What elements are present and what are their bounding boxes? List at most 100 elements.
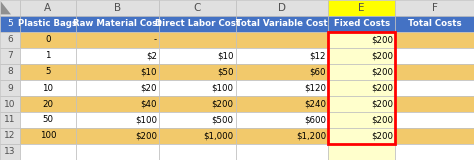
Text: Direct Labor Cost: Direct Labor Cost	[155, 20, 240, 28]
Text: $200: $200	[372, 68, 393, 76]
Text: C: C	[193, 3, 201, 13]
Bar	[395, 80, 474, 96]
Bar	[20, 48, 76, 64]
Text: 11: 11	[4, 116, 16, 124]
Text: 12: 12	[4, 132, 16, 140]
Bar	[236, 128, 328, 144]
Bar	[236, 80, 328, 96]
Text: B: B	[114, 3, 121, 13]
Text: Total Costs: Total Costs	[408, 20, 462, 28]
Bar	[0, 96, 20, 112]
Bar	[20, 80, 76, 96]
Bar	[328, 96, 395, 112]
Bar	[236, 0, 328, 16]
Text: 20: 20	[42, 100, 54, 108]
Bar	[76, 112, 159, 128]
Text: 100: 100	[40, 132, 56, 140]
Bar	[236, 144, 328, 160]
Text: 10: 10	[4, 100, 16, 108]
Bar	[395, 96, 474, 112]
Text: $200: $200	[372, 52, 393, 60]
Bar	[159, 144, 236, 160]
Text: F: F	[432, 3, 438, 13]
Text: $20: $20	[140, 84, 157, 92]
Bar	[20, 64, 76, 80]
Bar	[0, 144, 20, 160]
Text: $500: $500	[212, 116, 234, 124]
Bar	[395, 112, 474, 128]
Bar	[0, 112, 20, 128]
Text: $60: $60	[310, 68, 326, 76]
Bar	[328, 32, 395, 48]
Bar	[76, 96, 159, 112]
Bar	[159, 32, 236, 48]
Text: Fixed Costs: Fixed Costs	[334, 20, 390, 28]
Bar	[236, 16, 328, 32]
Bar	[76, 16, 159, 32]
Bar	[159, 112, 236, 128]
Text: 5: 5	[45, 68, 51, 76]
Bar	[159, 48, 236, 64]
Text: 0: 0	[45, 36, 51, 44]
Bar	[159, 96, 236, 112]
Bar	[395, 48, 474, 64]
Text: $1,000: $1,000	[203, 132, 234, 140]
Bar	[20, 96, 76, 112]
Text: 6: 6	[7, 36, 13, 44]
Text: $10: $10	[217, 52, 234, 60]
Bar	[236, 64, 328, 80]
Bar	[395, 16, 474, 32]
Bar	[76, 144, 159, 160]
Bar	[236, 96, 328, 112]
Text: $50: $50	[217, 68, 234, 76]
Bar	[395, 144, 474, 160]
Bar	[328, 144, 395, 160]
Bar	[20, 144, 76, 160]
Text: $200: $200	[372, 100, 393, 108]
Bar	[20, 16, 76, 32]
Text: A: A	[44, 3, 52, 13]
Text: Plastic Bags: Plastic Bags	[18, 20, 77, 28]
Text: E: E	[358, 3, 365, 13]
Bar	[159, 128, 236, 144]
Text: $200: $200	[212, 100, 234, 108]
Text: $600: $600	[304, 116, 326, 124]
Text: 10: 10	[42, 84, 54, 92]
Bar	[159, 80, 236, 96]
Bar	[159, 0, 236, 16]
Bar	[0, 0, 20, 16]
Text: $200: $200	[372, 116, 393, 124]
Text: $200: $200	[372, 132, 393, 140]
Bar	[20, 112, 76, 128]
Bar	[159, 16, 236, 32]
Text: $100: $100	[135, 116, 157, 124]
Bar	[236, 48, 328, 64]
Bar	[20, 128, 76, 144]
Text: $100: $100	[212, 84, 234, 92]
Bar	[236, 112, 328, 128]
Bar	[328, 0, 395, 16]
Text: 1: 1	[45, 52, 51, 60]
Text: 13: 13	[4, 148, 16, 156]
Bar	[20, 32, 76, 48]
Bar	[0, 80, 20, 96]
Bar	[395, 32, 474, 48]
Text: Raw Material Cost: Raw Material Cost	[73, 20, 162, 28]
Text: $240: $240	[304, 100, 326, 108]
Bar	[76, 32, 159, 48]
Text: D: D	[278, 3, 286, 13]
Bar	[76, 64, 159, 80]
Text: $200: $200	[135, 132, 157, 140]
Bar	[0, 48, 20, 64]
Bar	[76, 0, 159, 16]
Polygon shape	[1, 2, 11, 14]
Text: $200: $200	[372, 36, 393, 44]
Text: $1,200: $1,200	[296, 132, 326, 140]
Bar	[328, 80, 395, 96]
Text: Total Variable Cost: Total Variable Cost	[236, 20, 328, 28]
Text: 7: 7	[7, 52, 13, 60]
Bar	[328, 128, 395, 144]
Text: 5: 5	[7, 20, 13, 28]
Bar	[0, 64, 20, 80]
Text: $200: $200	[372, 84, 393, 92]
